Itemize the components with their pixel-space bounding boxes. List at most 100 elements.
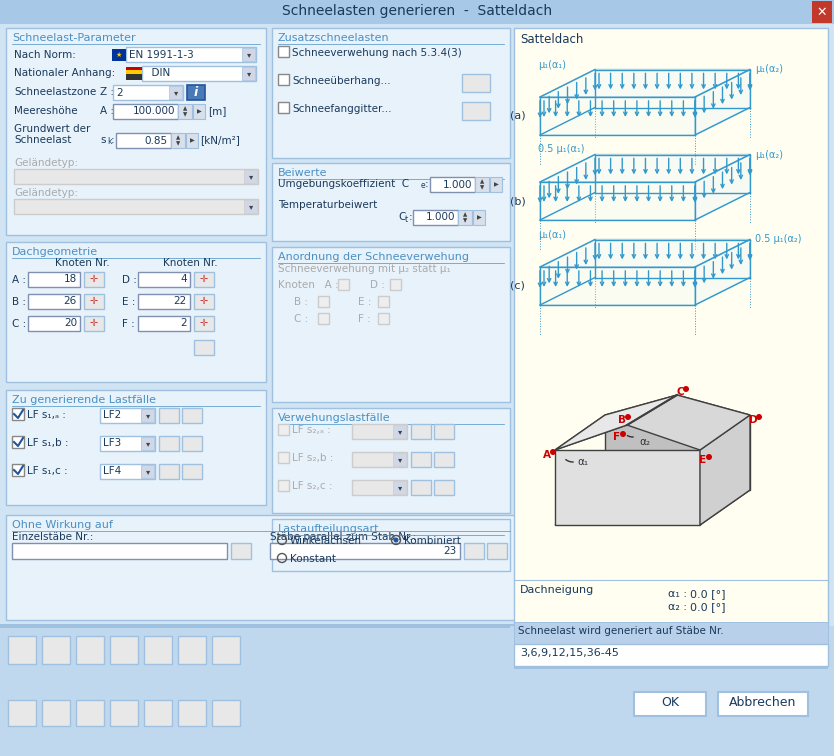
Text: Schneeverwehung mit μ₂ statt μ₁: Schneeverwehung mit μ₂ statt μ₁ [278,264,450,274]
Bar [272,247,510,402]
Text: Grundwert der: Grundwert der [14,124,90,134]
Text: F :: F : [122,319,135,329]
Text: 23: 23 [444,546,457,556]
Bar [110,700,138,726]
Bar [12,543,227,559]
Text: Dachneigung: Dachneigung [520,585,595,595]
Bar [413,210,458,225]
Text: Ohne Wirkung auf: Ohne Wirkung auf [12,520,113,530]
Bar [434,424,454,439]
Bar [393,425,406,438]
Bar [194,316,214,331]
Bar [0,0,834,24]
Bar [231,543,251,559]
Bar [6,515,516,620]
Text: μ₁(α₂): μ₁(α₂) [755,64,783,75]
Text: ★: ★ [116,52,122,58]
Bar [338,279,349,290]
Bar [144,636,172,664]
Text: Schneefanggitter...: Schneefanggitter... [292,104,391,113]
Polygon shape [555,490,750,525]
Bar [272,408,510,513]
Text: ▶: ▶ [476,215,481,220]
Bar [318,313,329,324]
Text: LF s₁,c :: LF s₁,c : [27,466,68,476]
Text: 0.0 [°]: 0.0 [°] [690,589,726,599]
Bar [242,67,255,80]
Text: ✕: ✕ [816,5,827,18]
Bar [272,163,510,241]
Bar [272,519,510,571]
Text: ✛: ✛ [90,274,98,284]
Text: Temperaturbeiwert: Temperaturbeiwert [278,200,377,210]
Bar [182,464,202,479]
Text: (b): (b) [510,196,525,206]
Text: C: C [398,212,405,222]
Text: 0.85: 0.85 [145,135,168,145]
Text: ▾: ▾ [146,411,150,420]
Bar [514,622,828,644]
Bar [278,452,289,463]
Text: α₂ :: α₂ : [668,602,687,612]
Bar [473,210,485,225]
Bar [270,543,460,559]
Bar [242,48,255,61]
Bar [411,480,431,495]
Bar [84,294,104,309]
Bar [76,700,104,726]
Bar [159,464,179,479]
Text: ▶: ▶ [494,182,499,187]
Bar [244,200,257,213]
Text: LF2: LF2 [103,411,121,420]
Bar [141,437,154,450]
Text: ▾: ▾ [247,69,251,78]
Bar [393,481,406,494]
Bar [490,177,502,192]
Text: Schneelast-Parameter: Schneelast-Parameter [12,33,136,43]
Text: A :: A : [100,106,114,116]
Text: ▲: ▲ [480,179,484,184]
Polygon shape [700,415,750,525]
Text: A: A [543,450,551,460]
Text: Z :: Z : [100,87,114,97]
Text: ▾: ▾ [398,483,402,492]
Bar [159,436,179,451]
Text: 4: 4 [180,274,187,284]
Bar [182,408,202,423]
Text: α₁ :: α₁ : [668,589,687,599]
Bar [187,85,205,100]
Bar [141,409,154,422]
Bar [138,294,190,309]
Text: ▼: ▼ [463,218,467,223]
Bar [14,199,258,214]
Bar [278,480,289,491]
Text: ▲: ▲ [183,106,187,111]
Bar [272,28,510,158]
Bar [464,543,484,559]
Text: ▼: ▼ [183,113,187,117]
Polygon shape [695,154,750,220]
Bar [278,46,289,57]
Text: i: i [193,86,198,99]
Text: ▾: ▾ [146,439,150,448]
Bar [6,242,266,382]
Text: ✛: ✛ [90,318,98,329]
Bar [171,133,185,148]
Bar [12,408,24,420]
Text: 0.0 [°]: 0.0 [°] [690,602,726,612]
Text: ✛: ✛ [200,296,208,306]
Text: F: F [614,432,620,442]
Text: ✛: ✛ [200,274,208,284]
Text: C: C [676,387,684,397]
Bar [318,296,329,307]
Bar [169,86,182,99]
Text: Geländetyp:: Geländetyp: [14,188,78,198]
Text: F :: F : [358,314,371,324]
Bar [0,628,510,678]
Text: LF s₂,c :: LF s₂,c : [292,482,333,491]
Text: D: D [749,415,757,425]
Bar [28,316,80,331]
Bar [514,644,828,666]
Text: Schneelast wird generiert auf Stäbe Nr.: Schneelast wird generiert auf Stäbe Nr. [518,626,724,636]
Bar [411,424,431,439]
